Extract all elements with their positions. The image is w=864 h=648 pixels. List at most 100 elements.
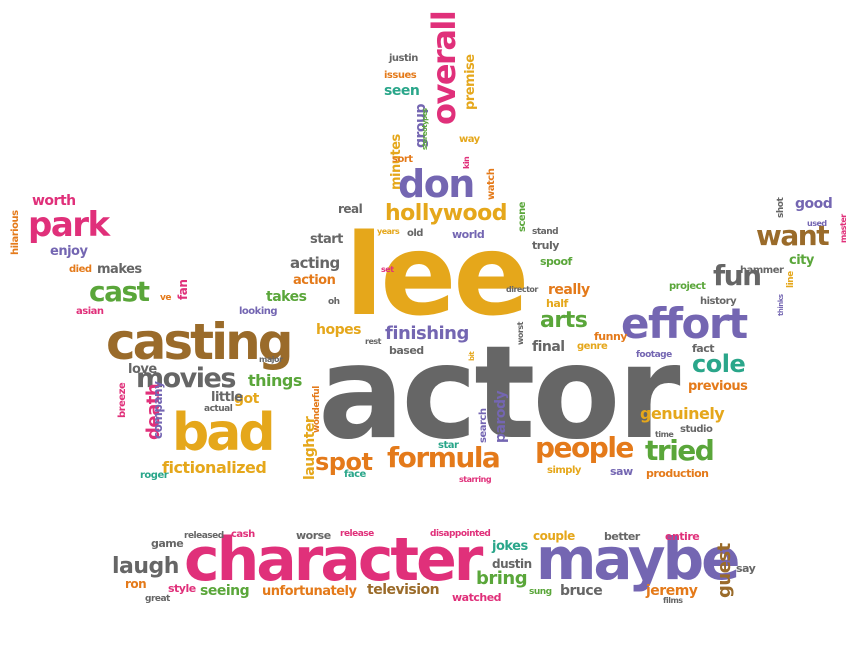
cloud-word: old: [407, 228, 423, 239]
cloud-word: action: [293, 273, 336, 288]
cloud-word: ve: [160, 293, 171, 303]
cloud-word: dustin: [492, 557, 532, 571]
cloud-word: lee: [345, 211, 529, 341]
cloud-word: character: [184, 525, 483, 595]
cloud-word: hopes: [316, 322, 361, 338]
cloud-word: worst: [516, 322, 525, 345]
cloud-word: star: [438, 440, 459, 451]
cloud-word: enjoy: [50, 244, 88, 259]
cloud-word: thinks: [777, 294, 785, 316]
cloud-word: want: [756, 219, 830, 252]
cloud-word: search: [478, 408, 489, 443]
cloud-word: people: [535, 431, 634, 464]
cloud-word: watched: [452, 591, 502, 604]
cloud-word: park: [28, 205, 110, 245]
cloud-word: great: [145, 594, 170, 604]
cloud-word: sort: [392, 154, 413, 165]
cloud-word: set: [381, 265, 394, 274]
cloud-word: company: [151, 381, 165, 439]
cloud-word: don: [398, 162, 475, 206]
cloud-word: hammer: [740, 265, 784, 276]
cloud-word: project: [669, 281, 706, 292]
cloud-word: way: [459, 134, 480, 145]
cloud-word: seen: [384, 83, 420, 99]
cloud-word: takes: [266, 289, 307, 305]
cloud-word: finishing: [385, 323, 469, 344]
cloud-word: issues: [384, 70, 417, 81]
cloud-word: saw: [610, 465, 633, 478]
cloud-word: worse: [296, 529, 331, 542]
cloud-word: breeze: [117, 382, 128, 418]
cloud-word: world: [452, 228, 485, 241]
cloud-word: parody: [493, 390, 509, 443]
cloud-word: films: [663, 596, 683, 605]
cloud-word: television: [367, 582, 440, 598]
cloud-word: got: [234, 391, 259, 407]
cloud-word: little: [211, 390, 243, 405]
cloud-word: really: [548, 282, 590, 298]
cloud-word: master: [839, 214, 848, 243]
cloud-word: effort: [621, 299, 748, 348]
cloud-word: director: [506, 285, 538, 294]
cloud-word: bruce: [560, 583, 603, 599]
cloud-word: jeremy: [646, 583, 698, 599]
cloud-word: things: [248, 371, 302, 390]
cloud-word: good: [795, 196, 833, 212]
cloud-word: laugh: [112, 554, 179, 579]
cloud-word: died: [69, 264, 92, 275]
cloud-word: jokes: [492, 539, 528, 554]
cloud-word: genuinely: [640, 404, 725, 423]
cloud-word: hilarious: [10, 210, 21, 255]
cloud-word: asian: [76, 306, 104, 317]
cloud-word: looking: [239, 306, 278, 317]
cloud-word: fun: [713, 259, 762, 292]
cloud-word: half: [546, 297, 568, 310]
cloud-word: genre: [577, 341, 608, 352]
cloud-word: major: [259, 355, 283, 364]
cloud-word: cash: [231, 529, 255, 540]
cloud-word: fan: [176, 279, 190, 300]
cloud-word: stereotypes: [421, 108, 429, 150]
cloud-word: makes: [97, 262, 142, 277]
cloud-word: fact: [692, 342, 715, 355]
cloud-word: disappointed: [430, 529, 491, 539]
cloud-word: maybe: [536, 525, 740, 593]
cloud-word: face: [344, 469, 366, 480]
cloud-word: rest: [365, 337, 381, 346]
cloud-word: justin: [389, 53, 418, 64]
cloud-word: footage: [636, 350, 672, 360]
cloud-word: acting: [290, 254, 340, 272]
cloud-word: truly: [532, 239, 559, 252]
cloud-word: time: [655, 430, 674, 439]
cloud-word: movies: [136, 363, 236, 394]
cloud-word: released: [184, 531, 224, 541]
cloud-word: ron: [125, 577, 147, 591]
cloud-word: entire: [665, 530, 700, 543]
cloud-word: tried: [645, 434, 715, 467]
cloud-word: scene: [517, 201, 528, 232]
cloud-word: previous: [688, 379, 748, 394]
cloud-word: game: [151, 537, 184, 550]
cloud-word: wonderful: [312, 386, 322, 433]
cloud-word: sung: [529, 587, 552, 597]
cloud-word: spot: [315, 448, 373, 476]
cloud-word: watch: [486, 168, 497, 200]
cloud-word: kin: [462, 156, 471, 169]
cloud-word: guest: [714, 543, 735, 598]
cloud-word: final: [532, 339, 565, 355]
cloud-word: starring: [459, 475, 492, 484]
cloud-word: style: [168, 582, 196, 595]
cloud-word: based: [389, 344, 424, 357]
cloud-word: love: [128, 362, 157, 377]
cloud-word: years: [377, 227, 400, 236]
cloud-word: history: [700, 296, 737, 307]
cloud-word: oh: [328, 297, 340, 307]
cloud-word: studio: [680, 424, 713, 435]
cloud-word: seeing: [200, 583, 250, 599]
cloud-word: arts: [540, 308, 588, 333]
cloud-word: funny: [594, 330, 627, 343]
cloud-word: actual: [204, 404, 233, 414]
cloud-word: roger: [140, 470, 169, 481]
cloud-word: bit: [468, 351, 476, 361]
